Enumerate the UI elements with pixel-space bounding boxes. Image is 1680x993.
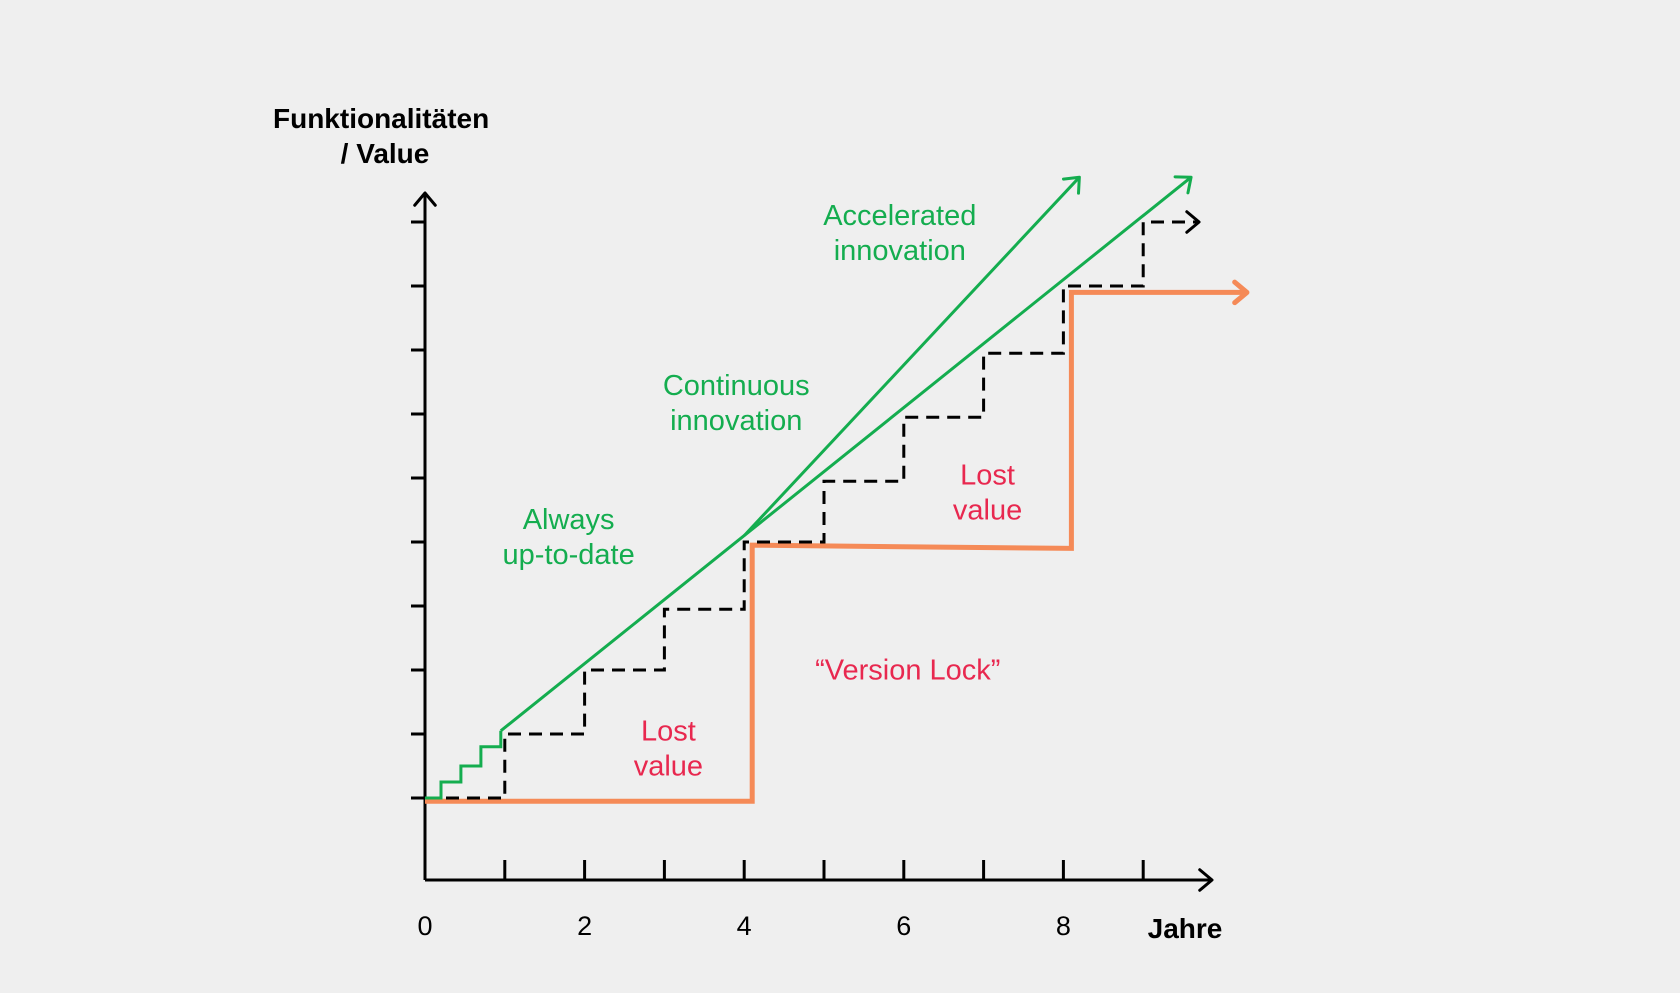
series-layer [425,175,1250,804]
annotation-2: Continuous innovation [663,370,810,437]
arrowhead-accelerated-innovation [1061,175,1081,195]
series-accelerated-innovation [743,176,1081,537]
y-axis-arrowhead [413,191,437,207]
annotation-1-line-2: innovation [834,235,966,267]
x-axis-arrowhead [1198,868,1214,892]
x-tick-label-2: 2 [577,911,592,941]
annotation-5: Lost value [634,715,703,782]
annotation-5-line-1: Lost [641,715,696,747]
arrowhead-regular-updates [1185,210,1201,234]
x-tick-label-8: 8 [1056,911,1071,941]
arrowhead-continuous-innovation [1173,175,1193,195]
x-tick-label-4: 4 [737,911,752,941]
annotation-2-line-2: innovation [670,405,802,437]
series-version-lock [425,289,1247,804]
series-always-up-to-date [425,730,503,800]
annotation-4-line-1: Lost [960,459,1015,491]
annotation-3-line-1: Always [523,504,615,536]
annotation-5-line-2: value [634,750,703,782]
annotation-6-line-1: “Version Lock” [815,655,1000,687]
annotation-1: Accelerated innovation [823,200,976,267]
y-axis-label-line-1: Funktionalitäten [273,103,489,134]
annotation-1-line-1: Accelerated [823,200,976,232]
annotation-2-line-1: Continuous [663,370,810,402]
y-axis-label: Funktionalitäten / Value [273,103,497,169]
y-axis-label-line-2: / Value [341,138,430,169]
x-tick-label-6: 6 [896,911,911,941]
arrowhead-version-lock [1232,279,1250,306]
annotation-3-line-2: up-to-date [503,539,635,571]
labels-layer: Funktionalitäten / Value Jahre [273,103,1222,944]
annotation-6: “Version Lock” [815,655,1000,687]
annotation-3: Always up-to-date [503,504,635,571]
x-axis-label: Jahre [1148,913,1223,944]
annotation-4: Lost value [953,459,1022,526]
x-tick-label-0: 0 [417,911,432,941]
series-regular-updates [425,220,1200,800]
axes: 0 2 4 6 8 [411,191,1214,941]
annotation-4-line-2: value [953,494,1022,526]
